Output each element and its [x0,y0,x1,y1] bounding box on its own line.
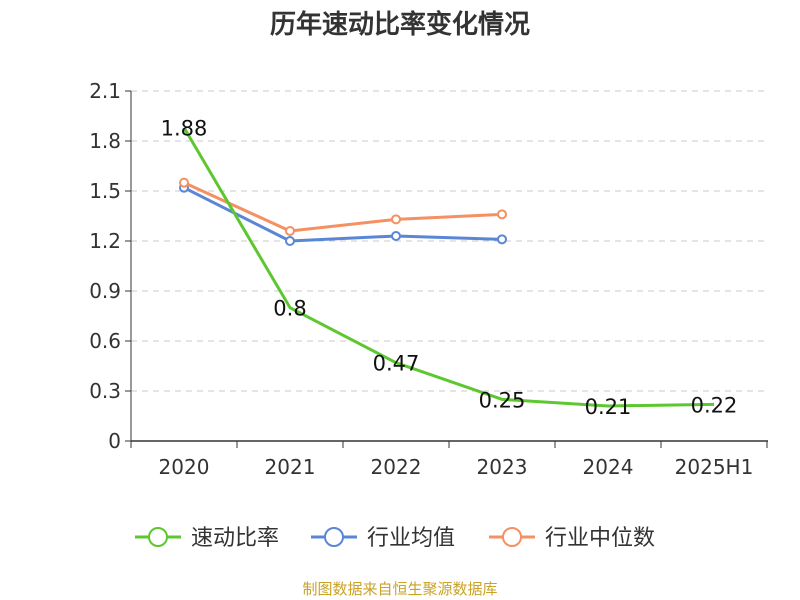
series-line-0 [182,126,715,408]
legend-marker [148,527,168,547]
series-point-1 [285,236,295,246]
x-tick-label: 2024 [583,455,634,479]
series-point-2 [285,226,295,236]
x-tick-label: 2021 [265,455,316,479]
y-tick-label: 1.5 [89,179,121,203]
series-point-2 [179,177,189,188]
axes: 0 0.3 0.6 0.9 1.2 1.5 1.8 2.1 2020 2021 2022 2023 20… [89,79,768,479]
x-tick-label: 2025H1 [675,455,754,479]
data-label: 0.25 [479,388,526,412]
y-tick-label: 0.3 [89,379,121,403]
series-point-1 [497,234,507,245]
y-tick-label: 2.1 [89,79,121,103]
y-tick-label: 1.8 [89,129,121,153]
data-labels: 1.88 0.8 0.47 0.25 0.21 0.22 [161,117,738,419]
chart-title: 历年速动比率变化情况 [270,9,530,40]
legend-label: 速动比率 [191,526,279,551]
source-note: 制图数据来自恒生聚源数据库 [302,580,497,598]
legend-marker [502,527,522,547]
series-point-2 [391,214,401,225]
series-lines [179,126,715,408]
x-tick-label: 2020 [159,455,210,479]
data-label: 1.88 [161,117,208,141]
legend-item-0[interactable]: 速动比率 [135,526,279,551]
y-tick-label: 0.9 [89,279,121,303]
x-tick-label: 2022 [371,455,422,479]
series-line-1 [183,186,503,243]
data-label: 0.47 [373,352,420,376]
legend-label: 行业均值 [367,526,455,551]
data-label: 0.8 [273,297,306,321]
legend: 速动比率 行业均值 行业中位数 [135,526,655,551]
data-label: 0.22 [691,393,738,417]
series-point-1 [391,231,401,241]
y-tick-label: 0.6 [89,329,121,353]
y-tick-label: 0 [108,429,121,453]
y-tick-label: 1.2 [89,229,121,253]
legend-item-2[interactable]: 行业中位数 [489,526,655,551]
series-point-2 [497,209,507,220]
series-line-2 [183,181,503,233]
grid-lines [131,90,767,392]
data-label: 0.21 [585,395,632,419]
x-tick-label: 2023 [477,455,528,479]
legend-label: 行业中位数 [545,526,655,551]
legend-item-1[interactable]: 行业均值 [311,526,455,551]
legend-marker [324,527,344,547]
